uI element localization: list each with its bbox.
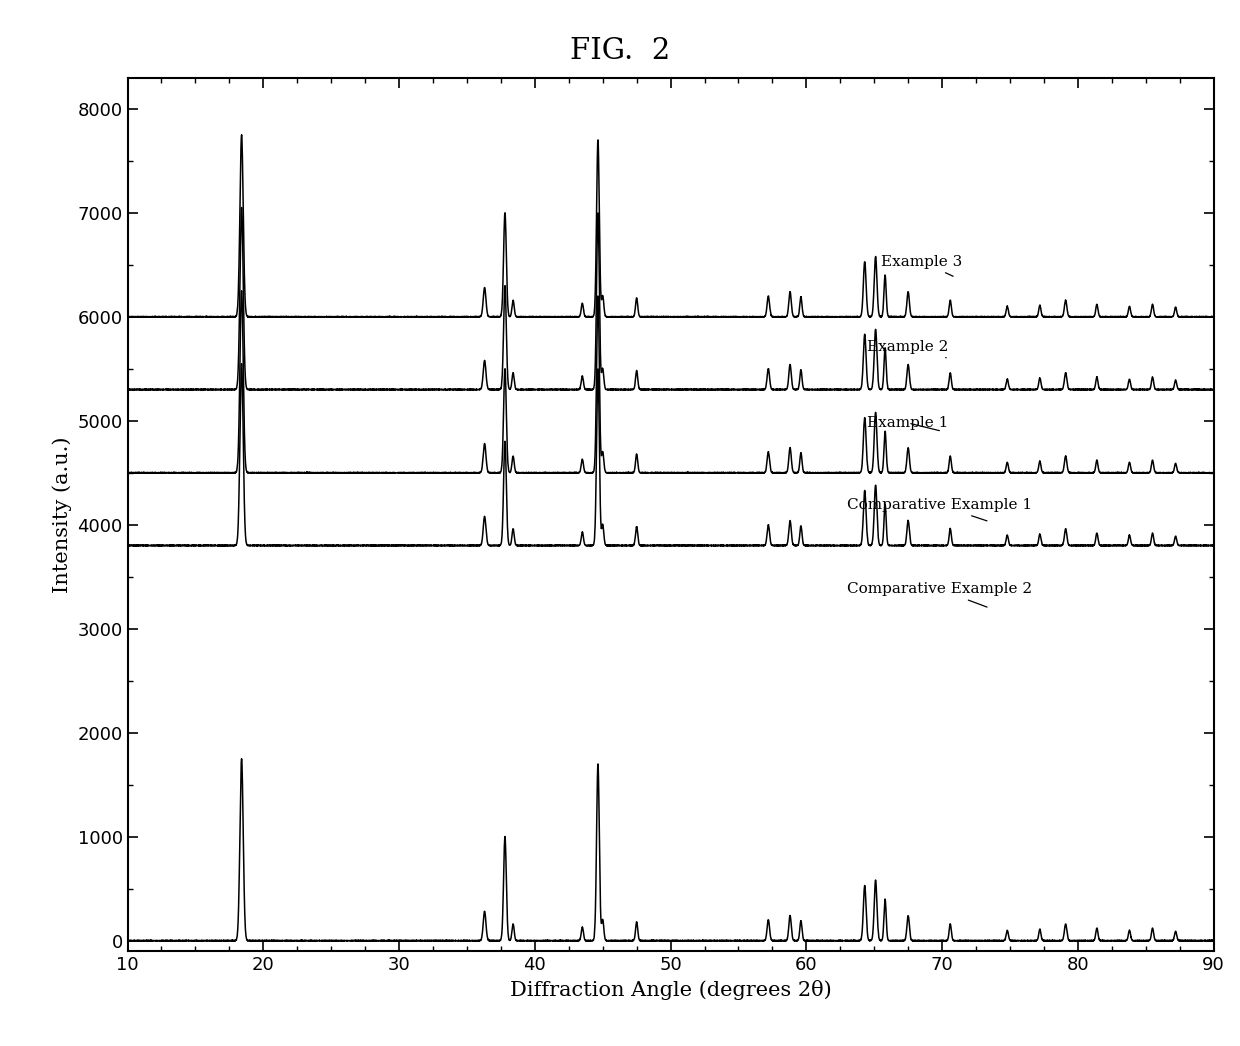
X-axis label: Diffraction Angle (degrees 2θ): Diffraction Angle (degrees 2θ)	[510, 980, 832, 1000]
Text: Example 1: Example 1	[868, 416, 949, 431]
Text: FIG.  2: FIG. 2	[570, 37, 670, 65]
Y-axis label: Intensity (a.u.): Intensity (a.u.)	[52, 436, 72, 593]
Text: Example 3: Example 3	[880, 255, 962, 276]
Text: Example 2: Example 2	[868, 340, 949, 358]
Text: Comparative Example 2: Comparative Example 2	[847, 583, 1032, 607]
Text: Comparative Example 1: Comparative Example 1	[847, 498, 1032, 521]
